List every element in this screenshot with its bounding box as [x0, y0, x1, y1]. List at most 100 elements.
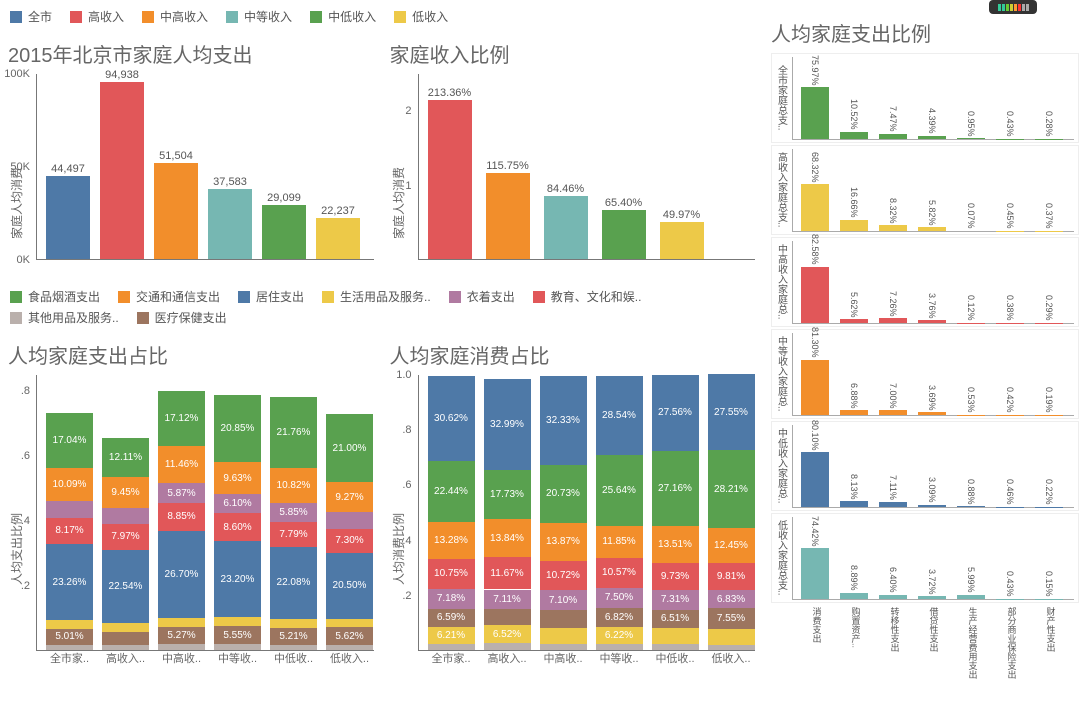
- legend-item[interactable]: 低收入: [394, 8, 448, 25]
- legend-item[interactable]: 居住支出: [238, 288, 304, 305]
- bar[interactable]: [208, 189, 252, 259]
- bar-value: 37,583: [213, 176, 247, 188]
- mini-bar[interactable]: [840, 220, 868, 231]
- legend-item[interactable]: 高收入: [70, 8, 124, 25]
- stack-seg: [326, 512, 373, 529]
- mini-bar[interactable]: [879, 318, 907, 323]
- bar[interactable]: [154, 163, 198, 259]
- mini-bar[interactable]: [918, 596, 946, 599]
- legend-label: 交通和通信支出: [136, 288, 220, 305]
- bar-value: 49.97%: [663, 209, 700, 221]
- left-column: 全市高收入中高收入中等收入中低收入低收入 2015年北京市家庭人均支出 家庭人均…: [0, 0, 763, 726]
- stack-seg: [46, 501, 93, 518]
- stack-seg: 5.87%: [158, 483, 205, 502]
- mini-bar-value: 6.40%: [888, 567, 898, 593]
- legend-label: 中高收入: [160, 8, 208, 25]
- mini-panel: 高收入家庭总支..68.32%16.66%8.32%5.82%0.07%0.45…: [771, 145, 1079, 235]
- legend-expense: 食品烟酒支出 交通和通信支出 居住支出 生活用品及服务.. 衣着支出 教育、文化和娱.. 其…: [8, 284, 755, 336]
- stack-seg: 23.26%: [46, 544, 93, 620]
- bar[interactable]: [100, 82, 144, 259]
- mini-bar-value: 10.52%: [849, 99, 859, 130]
- mini-bar[interactable]: [957, 138, 985, 139]
- mini-bar[interactable]: [918, 320, 946, 323]
- legend-item[interactable]: 衣着支出: [449, 288, 515, 305]
- mini-bar[interactable]: [918, 505, 946, 507]
- mini-bar-value: 0.43%: [1005, 111, 1015, 137]
- legend-item[interactable]: 中高收入: [142, 8, 208, 25]
- bar-value: 115.75%: [486, 160, 529, 172]
- mini-bar-value: 0.43%: [1005, 571, 1015, 597]
- stack-seg: [484, 609, 531, 625]
- right-column: 人均家庭支出比例 全市家庭总支..75.97%10.52%7.47%4.39%0…: [763, 0, 1087, 726]
- stack-seg: [652, 628, 699, 645]
- mini-ylabel: 高收入家庭总支..: [772, 146, 790, 234]
- mini-bar-value: 74.42%: [810, 516, 820, 547]
- ytick: .6: [402, 479, 411, 491]
- mini-bar-value: 7.26%: [888, 291, 898, 317]
- mini-bar-value: 4.39%: [927, 108, 937, 134]
- legend-item[interactable]: 交通和通信支出: [118, 288, 220, 305]
- stack-seg: 13.51%: [652, 526, 699, 563]
- mini-bar[interactable]: [801, 87, 829, 139]
- mini-bar-value: 75.97%: [810, 55, 820, 86]
- mini-bar[interactable]: [957, 595, 985, 599]
- bar[interactable]: [486, 173, 530, 259]
- bar[interactable]: [660, 222, 704, 259]
- chart-a-title: 2015年北京市家庭人均支出: [8, 39, 374, 68]
- bar[interactable]: [428, 100, 472, 259]
- stack-seg: 22.08%: [270, 547, 317, 619]
- mini-bar[interactable]: [801, 267, 829, 323]
- mini-bar[interactable]: [840, 410, 868, 415]
- legend-item[interactable]: 中等收入: [226, 8, 292, 25]
- bar[interactable]: [262, 205, 306, 259]
- mini-bar[interactable]: [918, 227, 946, 231]
- stack-seg: 6.21%: [428, 627, 475, 644]
- stack-seg: 5.55%: [214, 626, 261, 644]
- bar-value: 22,237: [321, 205, 355, 217]
- mini-bar-value: 0.38%: [1005, 295, 1015, 321]
- stack-seg: 9.45%: [102, 477, 149, 508]
- mini-bar[interactable]: [840, 501, 868, 507]
- swatch-icon: [533, 291, 545, 303]
- bar[interactable]: [316, 218, 360, 259]
- legend-item[interactable]: 其他用品及服务..: [10, 309, 119, 326]
- legend-item[interactable]: 中低收入: [310, 8, 376, 25]
- bar[interactable]: [544, 196, 588, 259]
- mini-bar[interactable]: [801, 184, 829, 231]
- swatch-icon: [70, 11, 82, 23]
- mini-bar[interactable]: [879, 410, 907, 415]
- legend-item[interactable]: 食品烟酒支出: [10, 288, 100, 305]
- mini-bar[interactable]: [957, 506, 985, 507]
- mini-bar[interactable]: [879, 595, 907, 599]
- stack-seg: 12.11%: [102, 438, 149, 477]
- stack-seg: 11.67%: [484, 557, 531, 589]
- legend-item[interactable]: 教育、文化和娱..: [533, 288, 642, 305]
- mini-bar[interactable]: [801, 452, 829, 507]
- mini-bar[interactable]: [840, 319, 868, 323]
- mini-plot: 82.58%5.62%7.26%3.76%0.12%0.38%0.29%: [792, 241, 1074, 324]
- stack-seg: 8.85%: [158, 503, 205, 532]
- mini-bar[interactable]: [918, 412, 946, 415]
- bar[interactable]: [46, 176, 90, 259]
- mini-bar[interactable]: [801, 360, 829, 415]
- mini-bar[interactable]: [879, 502, 907, 507]
- mini-bar[interactable]: [918, 136, 946, 139]
- stack-seg: 9.81%: [708, 563, 755, 590]
- bar-value: 94,938: [105, 69, 139, 81]
- mini-bar[interactable]: [879, 225, 907, 231]
- stack-seg: [214, 617, 261, 627]
- mini-bar[interactable]: [840, 593, 868, 599]
- stack-seg: 5.21%: [270, 628, 317, 645]
- swatch-icon: [238, 291, 250, 303]
- bar[interactable]: [602, 210, 646, 259]
- mini-bar[interactable]: [879, 134, 907, 139]
- swatch-icon: [10, 312, 22, 324]
- chart-b-title: 家庭收入比例: [390, 39, 756, 68]
- mini-bar[interactable]: [801, 548, 829, 599]
- legend-item[interactable]: 全市: [10, 8, 52, 25]
- bar-value: 51,504: [159, 150, 193, 162]
- legend-item[interactable]: 生活用品及服务..: [322, 288, 431, 305]
- mini-plot: 75.97%10.52%7.47%4.39%0.95%0.43%0.28%: [792, 57, 1074, 140]
- legend-item[interactable]: 医疗保健支出: [137, 309, 227, 326]
- mini-bar[interactable]: [840, 132, 868, 139]
